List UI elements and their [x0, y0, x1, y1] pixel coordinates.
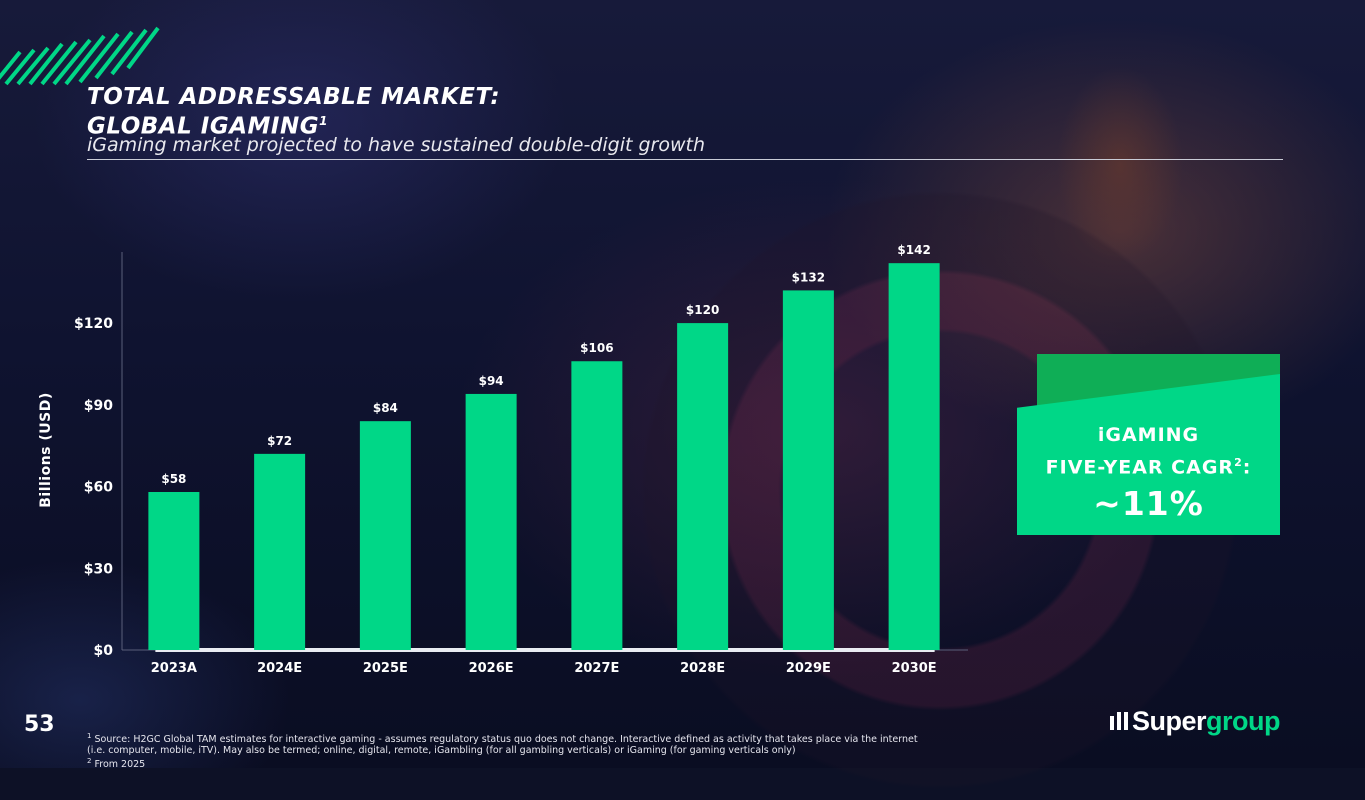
bar-value-label: $132	[792, 270, 825, 284]
footnote-1-line1: 1 Source: H2GC Global TAM estimates for …	[87, 731, 918, 745]
bar-value-label: $58	[161, 472, 186, 486]
footnote-1-text: Source: H2GC Global TAM estimates for in…	[91, 734, 918, 746]
y-tick-label: $120	[74, 316, 113, 332]
bar-value-label: $84	[373, 401, 398, 415]
bar-value-label: $94	[479, 374, 504, 388]
page-title-text: GLOBAL IGAMING	[87, 113, 320, 140]
supergroup-logo: Supergroup	[1110, 704, 1281, 738]
title-footnote-marker: 1	[319, 114, 328, 128]
logo-text-group: group	[1206, 705, 1281, 736]
bar	[359, 421, 411, 650]
bar-value-label: $106	[580, 341, 613, 355]
y-tick-label: $90	[84, 398, 113, 414]
bar	[888, 263, 940, 650]
bar	[148, 492, 200, 650]
logo-text-super: Super	[1132, 705, 1207, 736]
brand-stripes	[0, 26, 160, 86]
page-title-line1: TOTAL ADDRESSABLE MARKET:	[87, 84, 501, 110]
x-tick-label: 2026E	[469, 661, 514, 676]
footnotes: 1 Source: H2GC Global TAM estimates for …	[87, 731, 918, 770]
x-tick-label: 2024E	[257, 661, 302, 676]
header-divider	[87, 159, 1283, 160]
x-tick-label: 2029E	[786, 661, 831, 676]
y-axis-title: Billions (USD)	[38, 392, 54, 508]
x-tick-label: 2027E	[574, 661, 619, 676]
footnote-2-text: From 2025	[91, 759, 146, 771]
bar	[782, 290, 834, 650]
bar	[677, 323, 729, 650]
x-tick-label: 2025E	[363, 661, 408, 676]
bar	[465, 393, 517, 650]
footnote-2: 2 From 2025	[87, 756, 918, 770]
x-tick-label: 2023A	[151, 661, 197, 676]
x-tick-label: 2030E	[892, 661, 937, 676]
bar-value-label: $72	[267, 434, 292, 448]
y-tick-label: $60	[84, 480, 113, 496]
bar-chart: $0 $30 $60 $90 $120 $58 2023A $72 2024E $84 2025E $…	[74, 243, 968, 676]
callout-line1: iGAMING	[1097, 424, 1200, 446]
y-tick-label: $0	[94, 643, 114, 659]
baseline-highlight	[155, 648, 935, 652]
bar	[571, 361, 623, 650]
callout-value: ~11%	[1093, 484, 1204, 523]
callout-line2-suffix: :	[1242, 456, 1252, 479]
callout-line2-text: FIVE-YEAR CAGR	[1045, 456, 1235, 479]
roulette-spindle-decoration	[1020, 0, 1220, 300]
logo-bars-icon	[1110, 712, 1128, 730]
page-title-line2: GLOBAL IGAMING1	[87, 108, 328, 140]
bar-value-label: $142	[897, 243, 930, 257]
footnote-2-marker: 2	[87, 757, 92, 766]
callout-footnote-marker: 2	[1234, 456, 1243, 469]
footnote-1-line2: (i.e. computer, mobile, iTV). May also b…	[87, 745, 796, 757]
page-subtitle: iGaming market projected to have sustain…	[87, 134, 705, 156]
x-tick-label: 2028E	[680, 661, 725, 676]
footnote-1-marker: 1	[87, 732, 92, 740]
y-tick-label: $30	[84, 561, 113, 577]
callout-line2: FIVE-YEAR CAGR2:	[1017, 456, 1280, 478]
bar-value-label: $120	[686, 303, 719, 317]
page-number: 53	[24, 712, 55, 737]
logo-wordmark: Supergroup	[1132, 705, 1281, 737]
bar	[254, 453, 306, 650]
